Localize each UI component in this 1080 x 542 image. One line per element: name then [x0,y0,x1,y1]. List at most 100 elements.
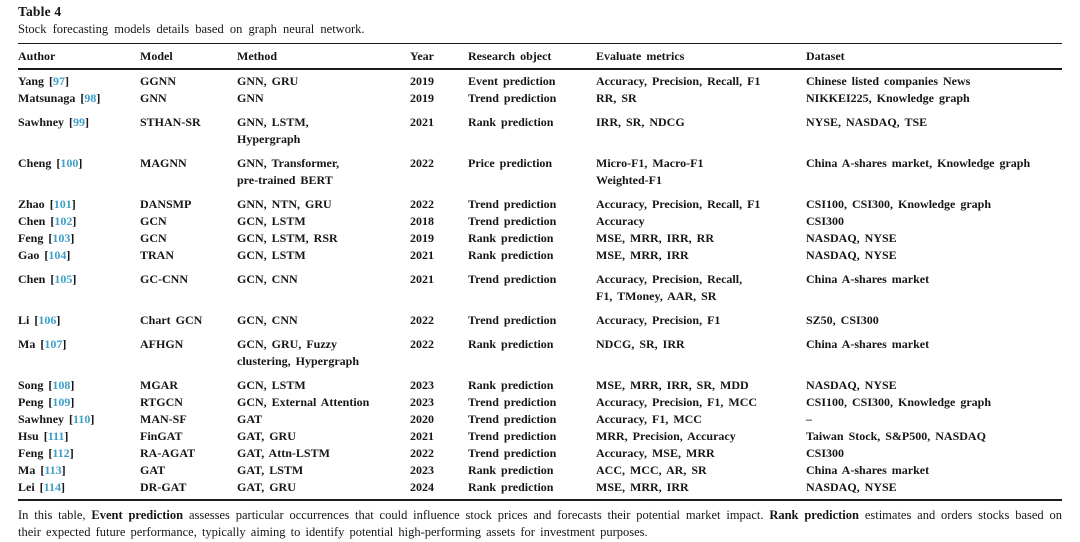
cell-method: GCN, CNN [237,272,298,286]
footnote-bold-term: Event prediction [91,508,184,522]
citation-link[interactable]: 99 [73,115,86,129]
cell-research-object: Trend prediction [468,197,557,211]
citation-link[interactable]: 114 [43,480,62,494]
cell-author: Song [108] [18,378,75,392]
citation-link[interactable]: 107 [44,337,63,351]
table-row: Ma [113] GAT GAT, LSTM 2023 Rank prediction A… [18,462,1062,479]
cell-dataset: CSI300 [806,446,845,460]
cell-year: 2022 [410,313,434,327]
cell-research-object: Rank prediction [468,231,554,245]
cell-model: DR-GAT [140,480,187,494]
cell-dataset: Chinese listed companies News [806,74,971,88]
cell-metrics: ACC, MCC, AR, SR [596,463,707,477]
cell-dataset: – [806,412,812,426]
cell-year: 2019 [410,231,434,245]
author-name: Hsu [18,429,39,443]
cell-dataset: China A-shares market, Knowledge graph [806,156,1031,170]
cell-method: GAT, GRU [237,480,296,494]
cell-research-object: Trend prediction [468,91,557,105]
cell-year: 2018 [410,214,434,228]
citation-link[interactable]: 110 [73,412,91,426]
citation-link[interactable]: 112 [52,446,70,460]
cell-research-object: Rank prediction [468,248,554,262]
cell-model: GGNN [140,74,176,88]
citation-link[interactable]: 111 [47,429,65,443]
cell-year: 2022 [410,337,434,351]
table-row: Sawhney [99] STHAN-SR GNN, LSTM, Hypergrap… [18,107,1062,148]
citation-link[interactable]: 109 [52,395,71,409]
citation-link[interactable]: 98 [84,91,97,105]
cell-method: GNN, GRU [237,74,299,88]
cell-dataset: China A-shares market [806,337,930,351]
table-header: Author Model Method Year Research object Eval… [18,43,1062,70]
cell-author: Hsu [111] [18,429,69,443]
author-name: Feng [18,446,44,460]
col-header-method: Method [237,43,410,70]
cell-author: Ma [107] [18,337,67,351]
cell-author: Sawhney [110] [18,412,95,426]
col-header-author: Author [18,43,140,70]
table-row: Zhao [101] DANSMP GNN, NTN, GRU 2022 Trend p… [18,189,1062,213]
author-name: Lei [18,480,35,494]
cell-research-object: Trend prediction [468,429,557,443]
col-header-model: Model [140,43,237,70]
cell-method: GAT [237,412,263,426]
table-row: Peng [109] RTGCN GCN, External Attention 20… [18,394,1062,411]
col-header-dataset: Dataset [806,43,1062,70]
author-name: Sawhney [18,115,65,129]
author-name: Sawhney [18,412,65,426]
citation-link[interactable]: 101 [53,197,72,211]
cell-metrics: MSE, MRR, IRR [596,480,689,494]
author-name: Peng [18,395,44,409]
table-row: Hsu [111] FinGAT GAT, GRU 2021 Trend predict… [18,428,1062,445]
cell-year: 2020 [410,412,434,426]
table-row: Matsunaga [98] GNN GNN 2019 Trend prediction… [18,90,1062,107]
citation-link[interactable]: 100 [60,156,79,170]
cell-method: GCN, LSTM [237,214,306,228]
cell-metrics: Accuracy, Precision, Recall, F1 [596,74,761,88]
citation-link[interactable]: 108 [52,378,71,392]
citation-link[interactable]: 97 [53,74,66,88]
cell-dataset: NYSE, NASDAQ, TSE [806,115,928,129]
table-row: Gao [104] TRAN GCN, LSTM 2021 Rank predictio… [18,247,1062,264]
cell-method: GCN, LSTM, RSR [237,231,338,245]
cell-model: MAGNN [140,156,187,170]
cell-model: GCN [140,231,167,245]
cell-author: Chen [105] [18,272,77,286]
author-name: Ma [18,337,36,351]
citation-link[interactable]: 102 [54,214,73,228]
cell-author: Sawhney [99] [18,115,90,129]
cell-metrics: Accuracy, MSE, MRR [596,446,715,460]
cell-year: 2021 [410,429,434,443]
cell-dataset: Taiwan Stock, S&P500, NASDAQ [806,429,986,443]
author-name: Li [18,313,30,327]
citation-link[interactable]: 106 [38,313,57,327]
citation-link[interactable]: 103 [52,231,71,245]
cell-research-object: Trend prediction [468,272,557,286]
citation-link[interactable]: 104 [48,248,67,262]
citation-link[interactable]: 113 [44,463,62,477]
cell-dataset: NASDAQ, NYSE [806,231,897,245]
cell-metrics: Accuracy, F1, MCC [596,412,702,426]
cell-author: Feng [103] [18,231,75,245]
table-row: Song [108] MGAR GCN, LSTM 2023 Rank predicti… [18,370,1062,394]
cell-dataset: SZ50, CSI300 [806,313,879,327]
author-name: Zhao [18,197,45,211]
citation-link[interactable]: 105 [54,272,73,286]
cell-model: RA-AGAT [140,446,196,460]
cell-model: GCN [140,214,167,228]
cell-method: GNN, NTN, GRU [237,197,332,211]
table-row: Li [106] Chart GCN GCN, CNN 2022 Trend predi… [18,305,1062,329]
cell-year: 2024 [410,480,434,494]
cell-model: DANSMP [140,197,192,211]
table-row: Feng [103] GCN GCN, LSTM, RSR 2019 Rank pred… [18,230,1062,247]
cell-model: MAN-SF [140,412,187,426]
cell-model: GNN [140,91,167,105]
cell-year: 2023 [410,378,434,392]
table-row: Yang [97] GGNN GNN, GRU 2019 Event predictio… [18,69,1062,90]
cell-year: 2023 [410,463,434,477]
models-table: Author Model Method Year Research object Eval… [18,43,1062,501]
cell-metrics: MRR, Precision, Accuracy [596,429,736,443]
cell-research-object: Trend prediction [468,446,557,460]
